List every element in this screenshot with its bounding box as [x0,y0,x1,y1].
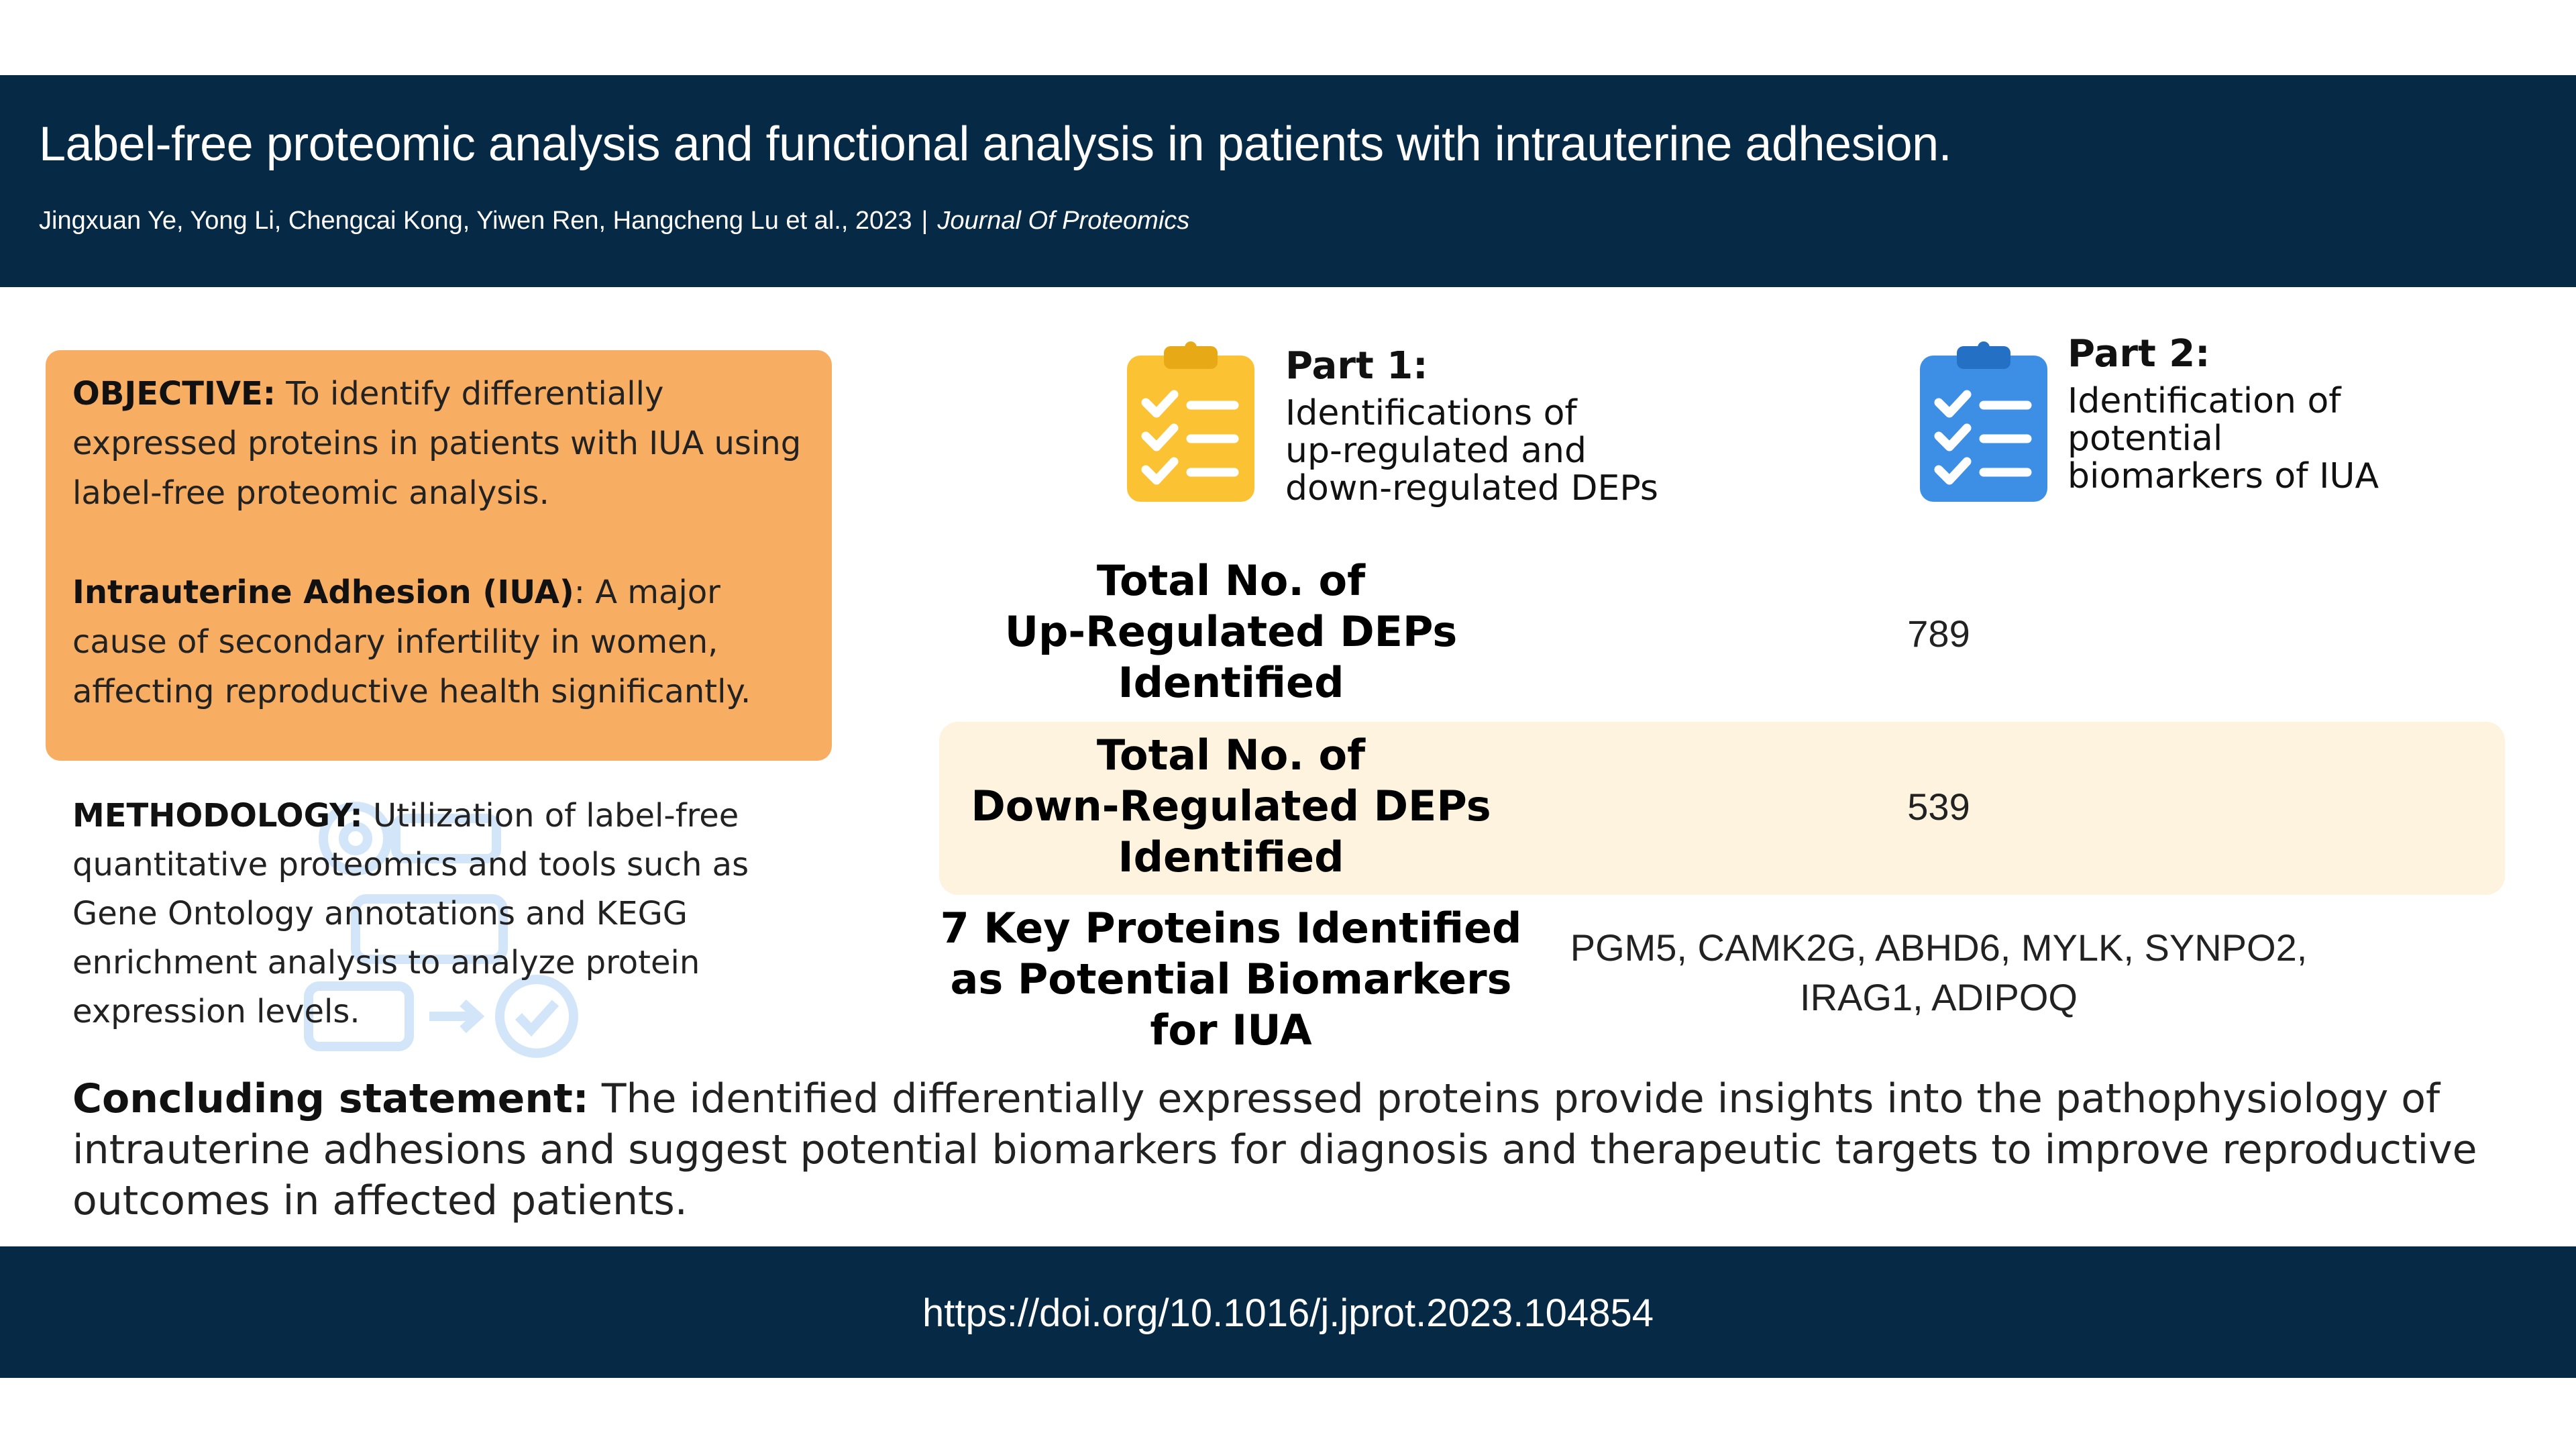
paper-title: Label-free proteomic analysis and functi… [39,117,1952,171]
part-1-line: down-regulated DEPs [1285,468,1658,508]
iua-label: Intrauterine Adhesion (IUA) [72,574,574,611]
stat-label: 7 Key Proteins Identified as Potential B… [939,903,1523,1056]
objective-text: To identify differentially expressed pro… [72,375,802,512]
authors-year: Jingxuan Ye, Yong Li, Chengcai Kong, Yiw… [39,207,912,235]
stat-label-line: Total No. of [1096,731,1366,780]
journal-name: Journal Of Proteomics [937,207,1190,235]
stat-label-line: as Potential Biomarkers [950,955,1512,1004]
stat-row-down-regulated: Total No. of Down-Regulated DEPs Identif… [939,722,2505,895]
stat-row-key-proteins: 7 Key Proteins Identified as Potential B… [939,903,2505,1061]
concluding-paragraph: Concluding statement: The identified dif… [72,1073,2541,1226]
footer-banner: https://doi.org/10.1016/j.jprot.2023.104… [0,1246,2576,1378]
objective-box: OBJECTIVE: To identify differentially ex… [46,350,832,761]
stat-label-line: Up-Regulated DEPs [1004,607,1458,656]
clipboard-checklist-icon [1127,341,1254,502]
doi-link[interactable]: https://doi.org/10.1016/j.jprot.2023.104… [922,1291,1654,1335]
header-banner: Label-free proteomic analysis and functi… [0,75,2576,287]
part-1-title: Part 1: [1285,344,1428,388]
protein-list-line: IRAG1, ADIPOQ [1800,976,2078,1018]
byline: Jingxuan Ye, Yong Li, Chengcai Kong, Yiw… [39,207,1189,235]
stat-label-line: 7 Key Proteins Identified [940,904,1522,953]
stat-label-line: Identified [1118,833,1344,881]
protein-list: PGM5, CAMK2G, ABHD6, MYLK, SYNPO2, IRAG1… [1563,923,2314,1022]
stat-row-up-regulated: Total No. of Up-Regulated DEPs Identifie… [939,555,2505,714]
byline-separator: | [921,207,928,235]
part-2-line: potential [2068,419,2223,459]
objective-label: OBJECTIVE: [72,375,276,413]
part-2-line: biomarkers of IUA [2068,456,2379,496]
part-2-description: Part 2: Identification of potential biom… [2068,332,2537,496]
methodology-label: METHODOLOGY: [72,797,363,835]
protein-list-line: PGM5, CAMK2G, ABHD6, MYLK, SYNPO2, [1570,926,2308,969]
objective-paragraph: OBJECTIVE: To identify differentially ex… [72,369,805,518]
stat-value: 539 [1907,786,1970,828]
part-1-description: Part 1: Identifications of up-regulated … [1285,344,1755,508]
concluding-label: Concluding statement: [72,1075,589,1122]
stat-label-line: Down-Regulated DEPs [971,782,1491,830]
stat-label-line: Identified [1118,658,1344,707]
part-1-line: Identifications of [1285,393,1577,433]
part-2-line: Identification of [2068,381,2341,421]
clipboard-checklist-icon [1920,341,2047,502]
methodology-paragraph: METHODOLOGY: Utilization of label-free q… [72,792,837,1036]
gear-workflow-icon [304,802,578,1058]
methodology-text: Utilization of label-free quantitative p… [72,797,749,1030]
stat-label-line: for IUA [1150,1006,1312,1055]
part-1-line: up-regulated and [1285,431,1587,471]
iua-paragraph: Intrauterine Adhesion (IUA): A major cau… [72,568,805,716]
part-2-title: Part 2: [2068,332,2210,376]
concluding-statement: Concluding statement: The identified dif… [72,1073,2541,1226]
stat-label: Total No. of Down-Regulated DEPs Identif… [939,730,1523,883]
iua-text: : A major cause of secondary infertility… [72,574,751,710]
methodology-section: METHODOLOGY: Utilization of label-free q… [72,792,837,1036]
stat-label-line: Total No. of [1096,556,1366,605]
concluding-text: The identified differentially expressed … [72,1075,2477,1224]
stat-label: Total No. of Up-Regulated DEPs Identifie… [939,555,1523,708]
stat-value: 789 [1907,612,1970,655]
